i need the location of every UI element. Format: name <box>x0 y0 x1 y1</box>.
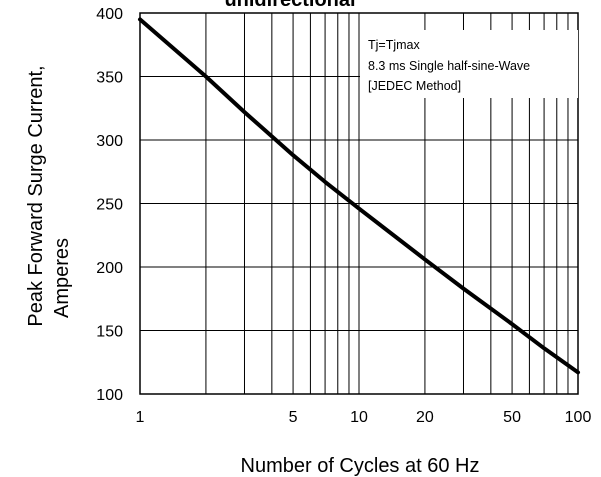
x-tick-label: 5 <box>289 409 298 426</box>
chart-title: unidirectional <box>224 0 355 11</box>
x-tick-label: 20 <box>416 409 434 426</box>
y-axis-title-line-1: Peak Forward Surge Current, <box>25 65 47 326</box>
plot-frame <box>139 12 579 395</box>
annotation-box <box>360 30 578 98</box>
y-tick-label: 200 <box>96 260 123 277</box>
x-axis-ticks: 1 5 10 20 50 100 <box>136 409 592 426</box>
surge-current-curve <box>138 17 580 375</box>
y-tick-label: 300 <box>96 133 123 150</box>
x-tick-label: 10 <box>350 409 368 426</box>
annotation-line-3: [JEDEC Method] <box>368 79 461 93</box>
x-tick-label: 100 <box>565 409 592 426</box>
x-tick-label: 1 <box>136 409 145 426</box>
y-tick-label: 350 <box>96 70 123 87</box>
y-tick-label: 400 <box>96 6 123 23</box>
y-axis-ticks: 100 150 200 250 300 350 400 <box>96 6 123 404</box>
annotation-line-1: Tj=Tjmax <box>368 38 420 52</box>
y-tick-label: 150 <box>96 324 123 341</box>
x-tick-label: 50 <box>503 409 521 426</box>
y-tick-label: 250 <box>96 197 123 214</box>
x-axis-title: Number of Cycles at 60 Hz <box>241 455 480 477</box>
annotation-line-2: 8.3 ms Single half-sine-Wave <box>368 59 530 73</box>
y-axis-title-line-2: Amperes <box>51 238 73 318</box>
y-tick-label: 100 <box>96 387 123 404</box>
